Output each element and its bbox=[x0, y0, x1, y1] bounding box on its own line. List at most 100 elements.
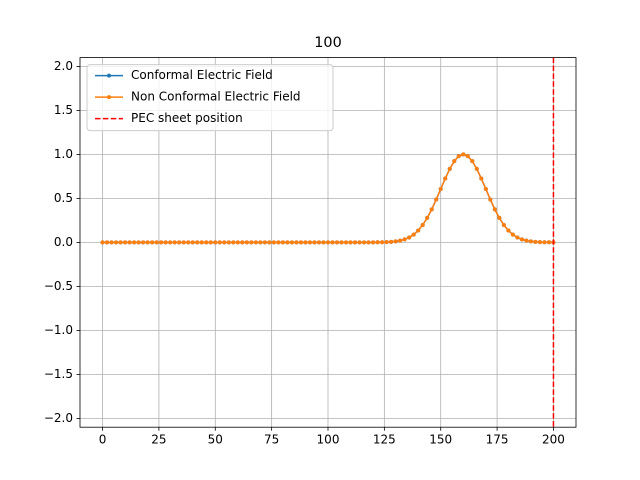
point bbox=[510, 232, 515, 237]
legend-label: PEC sheet position bbox=[131, 111, 243, 125]
point bbox=[150, 240, 155, 245]
point bbox=[398, 238, 403, 243]
chart-title: 100 bbox=[314, 35, 341, 51]
point bbox=[118, 240, 123, 245]
x-tick-label: 125 bbox=[373, 433, 396, 447]
point bbox=[524, 238, 529, 243]
y-tick-label: 0.5 bbox=[54, 191, 73, 205]
point bbox=[425, 215, 430, 220]
point bbox=[249, 240, 254, 245]
point bbox=[479, 176, 484, 181]
point bbox=[416, 228, 421, 233]
point bbox=[465, 154, 470, 159]
point bbox=[123, 240, 128, 245]
y-tick-label: −1.5 bbox=[44, 367, 73, 381]
point bbox=[213, 240, 218, 245]
point bbox=[456, 154, 461, 159]
point bbox=[335, 240, 340, 245]
point bbox=[519, 237, 524, 242]
legend-marker bbox=[107, 95, 111, 100]
y-tick-label: −0.5 bbox=[44, 279, 73, 293]
point bbox=[271, 240, 276, 245]
y-tick-label: −1.0 bbox=[44, 323, 73, 337]
point bbox=[528, 239, 533, 244]
point bbox=[434, 197, 439, 202]
point bbox=[497, 215, 502, 220]
point bbox=[470, 159, 475, 164]
point bbox=[285, 240, 290, 245]
point bbox=[371, 240, 376, 245]
y-tick-label: 1.0 bbox=[54, 147, 73, 161]
point bbox=[190, 240, 195, 245]
point bbox=[483, 186, 488, 191]
point bbox=[276, 240, 281, 245]
point bbox=[366, 240, 371, 245]
point bbox=[326, 240, 330, 245]
point bbox=[357, 240, 362, 245]
point bbox=[289, 240, 294, 245]
point bbox=[330, 240, 335, 245]
point bbox=[204, 240, 209, 245]
point bbox=[339, 240, 344, 245]
point bbox=[353, 240, 358, 245]
point bbox=[307, 240, 312, 245]
point bbox=[132, 240, 137, 245]
point bbox=[402, 237, 407, 242]
point bbox=[303, 240, 308, 245]
point bbox=[240, 240, 245, 245]
x-tick-label: 50 bbox=[208, 433, 223, 447]
point bbox=[159, 240, 164, 245]
point bbox=[294, 240, 299, 245]
point bbox=[474, 166, 479, 171]
point bbox=[226, 240, 231, 245]
point bbox=[181, 240, 186, 245]
point bbox=[537, 240, 542, 245]
point bbox=[321, 240, 326, 245]
point bbox=[109, 240, 114, 245]
point bbox=[267, 240, 272, 245]
point bbox=[316, 240, 321, 245]
point bbox=[420, 222, 425, 227]
point bbox=[380, 240, 385, 245]
plot-area bbox=[100, 57, 556, 428]
legend-label: Non Conformal Electric Field bbox=[131, 90, 301, 104]
point bbox=[154, 240, 159, 245]
point bbox=[492, 207, 497, 212]
point bbox=[177, 240, 182, 245]
point bbox=[195, 240, 200, 245]
point bbox=[393, 239, 398, 244]
x-tick-label: 75 bbox=[264, 433, 279, 447]
point bbox=[515, 235, 520, 240]
legend-box bbox=[86, 64, 334, 132]
point bbox=[407, 235, 412, 240]
point bbox=[168, 240, 173, 245]
legend-marker bbox=[107, 73, 111, 78]
point bbox=[533, 239, 538, 244]
point bbox=[114, 240, 119, 245]
x-tick-label: 100 bbox=[317, 433, 340, 447]
point bbox=[141, 240, 146, 245]
axes-frame bbox=[79, 57, 577, 428]
legend-label: Conformal Electric Field bbox=[131, 68, 273, 82]
point bbox=[163, 240, 168, 245]
point bbox=[461, 152, 466, 157]
point bbox=[362, 240, 367, 245]
point bbox=[253, 240, 258, 245]
point bbox=[506, 228, 511, 233]
point bbox=[298, 240, 303, 245]
point bbox=[348, 240, 353, 245]
x-tick-label: 25 bbox=[151, 433, 166, 447]
point bbox=[389, 239, 394, 244]
point bbox=[443, 176, 448, 181]
point bbox=[136, 240, 141, 245]
y-tick-label: 2.0 bbox=[54, 59, 73, 73]
point bbox=[231, 240, 236, 245]
point bbox=[100, 240, 105, 245]
x-tick-label: 175 bbox=[486, 433, 509, 447]
point bbox=[411, 232, 416, 237]
point bbox=[344, 240, 349, 245]
point bbox=[235, 240, 240, 245]
point bbox=[262, 240, 267, 245]
y-tick-label: −2.0 bbox=[44, 411, 73, 425]
